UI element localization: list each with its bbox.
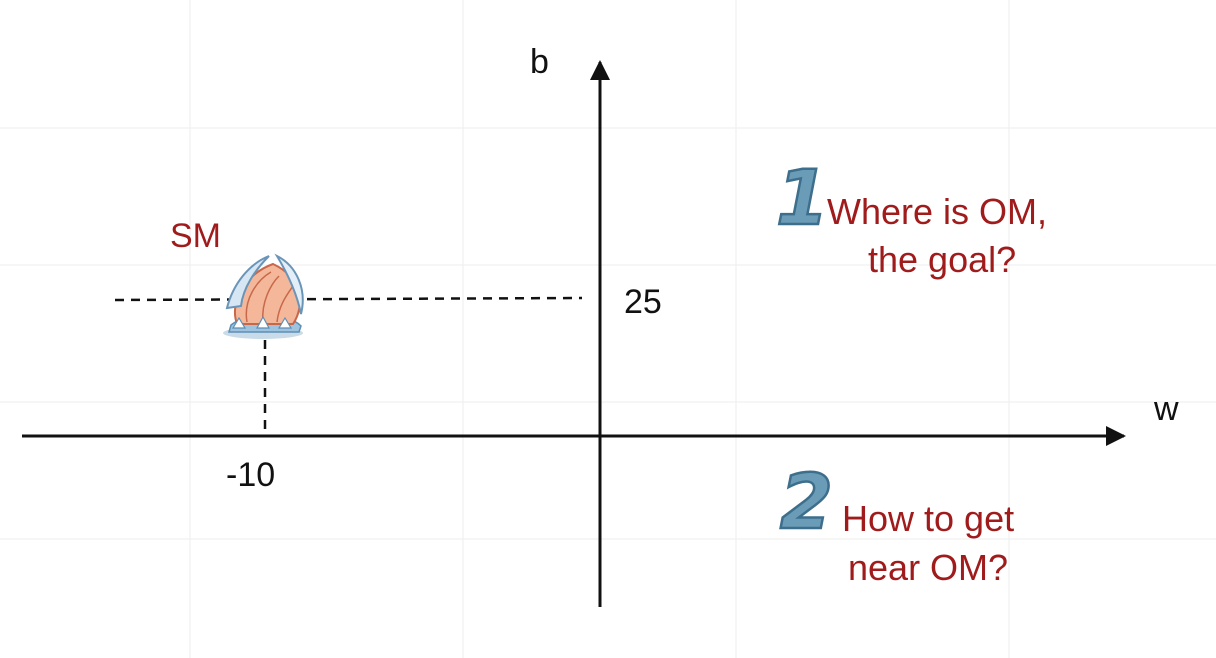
w-tick-label: -10 [226,456,275,494]
question-2-line-1: How to get [842,498,1014,539]
step-number-1: 1 [776,153,829,242]
question-2-line-2: near OM? [848,547,1008,588]
question-1-line-1: Where is OM, [827,191,1047,232]
question-1: 1 Where is OM, the goal? [775,152,1047,280]
ship-icon [223,253,304,339]
b-tick-label: 25 [624,283,662,321]
point-label: SM [170,217,221,255]
b-axis-label: b [530,43,549,81]
w-axis-label: w [1153,390,1179,428]
b-guide-line [114,296,583,302]
question-2: 2 How to get near OM? [779,456,1014,588]
step-number-2: 2 [780,457,833,546]
question-1-line-2: the goal? [868,239,1016,280]
